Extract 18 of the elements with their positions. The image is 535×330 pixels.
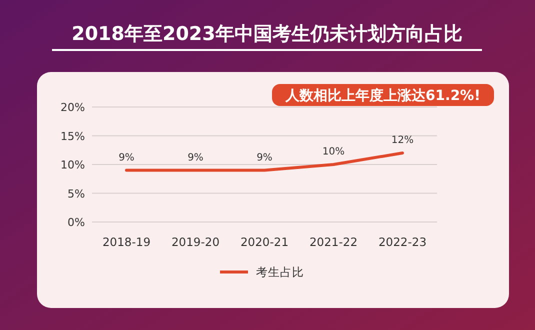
y-tick-label: 0% — [68, 216, 85, 229]
legend-label: 考生占比 — [256, 265, 304, 279]
x-tick-label: 2018-19 — [102, 235, 151, 249]
chart-title: 2018年至2023年中国考生仍未计划方向占比 — [72, 23, 462, 45]
text: 12% — [391, 135, 414, 146]
text: 9% — [188, 152, 204, 164]
x-tick-label: 2022-23 — [378, 235, 427, 249]
y-tick-label: 5% — [68, 187, 85, 200]
text: 9% — [118, 152, 134, 164]
text: 10% — [322, 146, 345, 158]
text: 9% — [256, 152, 272, 164]
x-tick-label: 2021-22 — [309, 235, 358, 249]
text: 人数相比上年度上涨达61.2%! — [284, 87, 480, 104]
x-tick-label: 2020-21 — [240, 235, 289, 249]
y-tick-label: 10% — [60, 158, 85, 172]
y-tick-label: 20% — [60, 101, 85, 114]
x-tick-label: 2019-20 — [171, 235, 220, 249]
y-tick-label: 15% — [60, 130, 85, 143]
